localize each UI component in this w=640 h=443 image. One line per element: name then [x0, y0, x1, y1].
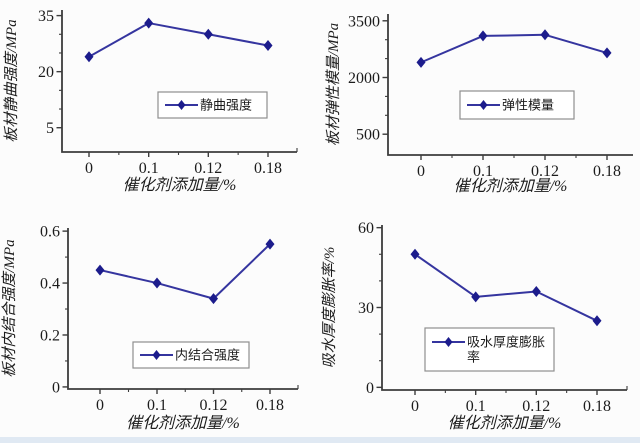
data-point-marker [203, 28, 213, 40]
legend-label: 吸水厚度膨胀 [467, 335, 545, 350]
elastic-modulus-chart: 500 2000 3500 0 0.1 0.12 0.18 板材弹性模量/MPa 催化剂添加量/… [325, 13, 633, 195]
data-point-marker [592, 315, 602, 327]
x-axis-label: 催化剂添加量/% [123, 176, 237, 194]
data-point-marker [471, 291, 481, 303]
data-point-marker [84, 51, 94, 63]
y-tick-label: 30 [358, 300, 374, 317]
x-axis-label: 催化剂添加量/% [454, 177, 568, 195]
data-point-marker [531, 286, 541, 298]
y-tick-label: 2000 [348, 70, 380, 87]
x-tick-label: 0.18 [593, 163, 621, 180]
scan-edge-strip [0, 437, 640, 443]
x-axis-label: 催化剂添加量/% [126, 414, 240, 432]
x-tick-label: 0 [96, 397, 104, 414]
y-tick-label: 0 [52, 379, 60, 396]
data-line [99, 243, 271, 300]
axes-spines [381, 225, 627, 391]
x-tick-label: 0 [411, 398, 419, 415]
y-tick-label: 3500 [348, 13, 380, 30]
y-tick-label: 60 [358, 221, 374, 237]
y-axis-label: 吸水厚度膨胀率/% [321, 247, 338, 369]
x-tick-label: 0.18 [254, 160, 282, 177]
data-point-marker [265, 238, 275, 250]
y-axis-label: 板材弹性模量/MPa [325, 23, 342, 146]
data-point-marker [416, 56, 426, 68]
x-tick-label: 0.12 [200, 397, 228, 414]
x-tick-label: 0.1 [147, 397, 167, 414]
static-bending-strength-chart: 5 20 35 0 0.1 0.12 0.18 板材静曲强度/MPa 催化剂添加量/% 静曲强度 [3, 8, 298, 194]
legend-label: 率 [467, 350, 480, 365]
y-axis-label: 板材静曲强度/MPa [3, 19, 20, 142]
legend-marker-sample [177, 100, 186, 110]
x-tick-label: 0.18 [256, 397, 284, 414]
legend-label: 静曲强度 [200, 98, 252, 113]
axes-spines [387, 14, 633, 156]
chart-panel-elastic-modulus: 500 2000 3500 0 0.1 0.12 0.18 板材弹性模量/MPa 催化剂添加量/… [320, 0, 640, 221]
legend-marker-sample [444, 337, 453, 347]
data-line [414, 253, 598, 322]
x-tick-label: 0.12 [531, 163, 559, 180]
legend-box [424, 327, 555, 372]
x-tick-label: 0.18 [583, 398, 611, 415]
chart-panel-static-bending-strength: 5 20 35 0 0.1 0.12 0.18 板材静曲强度/MPa 催化剂添加量/% 静曲强度 [0, 0, 320, 221]
data-point-marker [263, 40, 273, 51]
internal-bond-strength-chart: 0 0.2 0.4 0.6 0 0.1 0.12 0.18 板材内结合强度/MPa 催化剂添加量/… [1, 224, 299, 432]
data-point-marker [540, 29, 550, 41]
x-tick-label: 0.12 [194, 160, 222, 177]
y-axis-label: 板材内结合强度/MPa [1, 239, 18, 377]
x-tick-label: 0.1 [466, 398, 486, 415]
legend-label: 内结合强度 [175, 348, 240, 363]
y-tick-label: 20 [38, 64, 54, 81]
data-line [88, 22, 269, 58]
chart-panel-thickness-swelling: 0 30 60 0 0.1 0.12 0.18 吸水厚度膨胀率/% 催化剂添加量/% 吸水厚度膨胀… [320, 221, 640, 443]
y-tick-label: 0.6 [40, 224, 60, 241]
axes-spines [61, 10, 297, 153]
x-tick-label: 0.12 [522, 398, 550, 415]
data-point-marker [602, 47, 612, 59]
x-axis-label: 催化剂添加量/% [448, 414, 562, 432]
y-tick-label: 5 [46, 120, 54, 137]
x-tick-label: 0.1 [139, 160, 159, 177]
data-point-marker [410, 248, 420, 260]
legend-marker-sample [479, 100, 488, 110]
data-point-marker [478, 30, 488, 42]
y-tick-label: 0.2 [40, 327, 60, 344]
y-tick-label: 500 [356, 127, 380, 144]
thickness-swelling-chart: 0 30 60 0 0.1 0.12 0.18 吸水厚度膨胀率/% 催化剂添加量/% 吸水厚度膨胀… [321, 221, 628, 432]
data-point-marker [144, 17, 154, 29]
data-point-marker [209, 293, 218, 305]
data-point-marker [95, 264, 105, 276]
chart-panel-internal-bond-strength: 0 0.2 0.4 0.6 0 0.1 0.12 0.18 板材内结合强度/MPa 催化剂添加量/… [0, 221, 320, 443]
data-line [420, 33, 608, 64]
x-tick-label: 0 [417, 163, 425, 180]
y-tick-label: 0.4 [40, 276, 60, 293]
legend-marker-sample [152, 350, 161, 360]
data-point-marker [152, 277, 162, 289]
y-tick-label: 0 [366, 380, 374, 397]
axes-spines [67, 228, 298, 390]
x-tick-label: 0.1 [473, 163, 493, 180]
legend-label: 弹性模量 [502, 98, 554, 113]
x-tick-label: 0 [85, 160, 93, 177]
y-tick-label: 35 [38, 8, 54, 25]
